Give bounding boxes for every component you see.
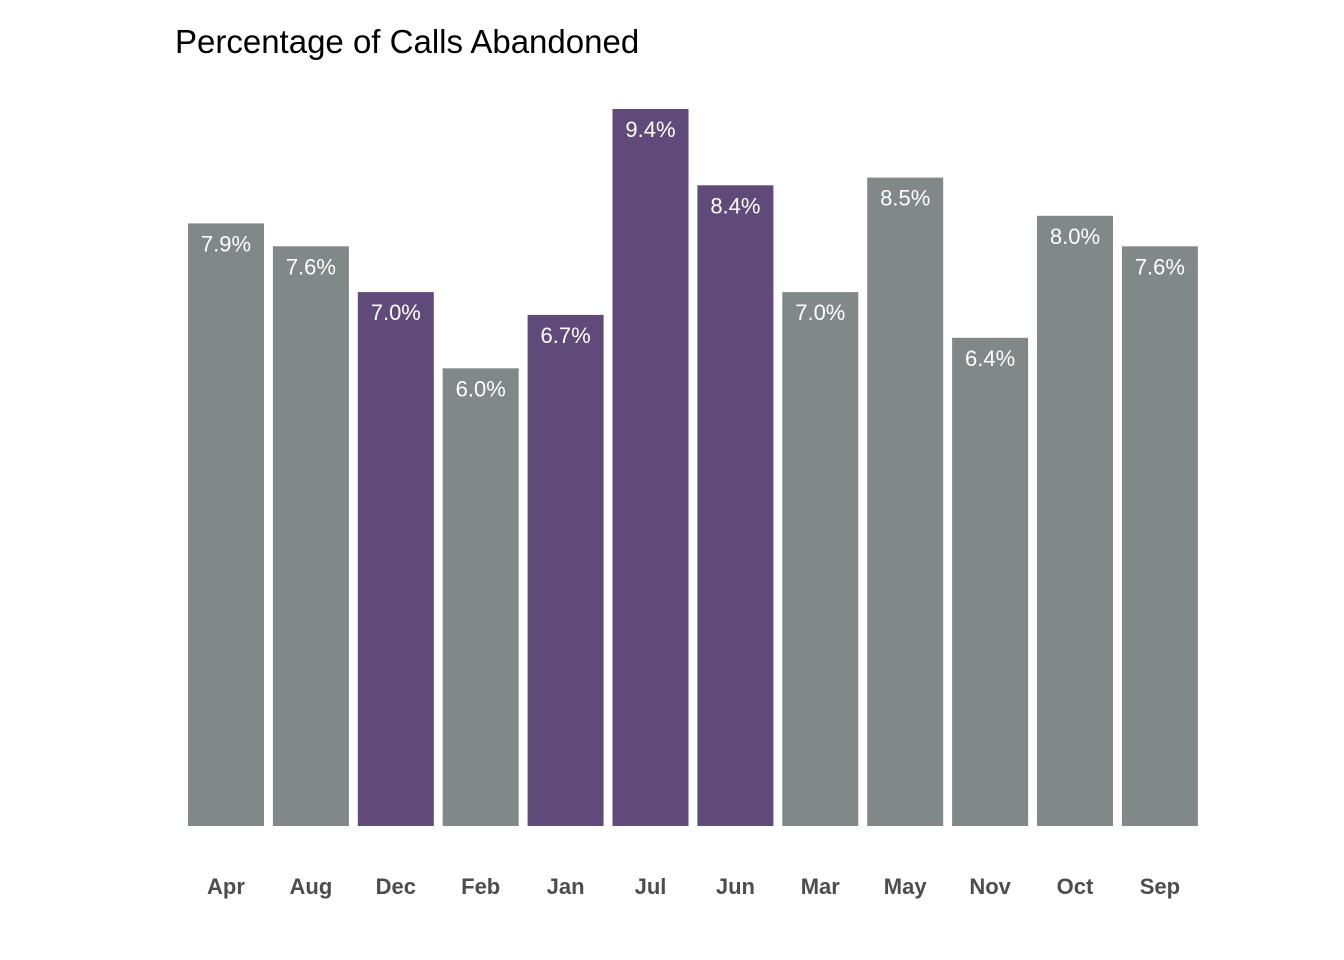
- bar-oct: [1037, 215, 1113, 827]
- x-tick-mar: Mar: [801, 874, 841, 899]
- chart-title: Percentage of Calls Abandoned: [175, 23, 640, 60]
- x-tick-may: May: [884, 874, 928, 899]
- x-tick-jan: Jan: [547, 874, 585, 899]
- bar-apr: [188, 223, 264, 826]
- bar-jul: [612, 109, 689, 826]
- x-tick-sep: Sep: [1140, 874, 1180, 899]
- x-tick-labels-group: Apr Aug Dec Feb Jan Jul Jun Mar May Nov Oct Sep: [207, 874, 1180, 899]
- x-tick-feb: Feb: [461, 874, 500, 899]
- bar-feb: [442, 368, 519, 826]
- data-label-dec: 7.0%: [371, 300, 421, 325]
- data-label-jun: 8.4%: [710, 193, 760, 218]
- data-label-aug: 7.6%: [286, 254, 336, 279]
- x-tick-jun: Jun: [716, 874, 755, 899]
- bar-jan: [527, 314, 604, 826]
- data-label-mar: 7.0%: [795, 300, 845, 325]
- bar-sep: [1121, 246, 1198, 827]
- data-labels-group: 7.9% 7.6% 7.0% 6.0% 6.7% 9.4% 8.4% 7.0% 8.5% 6.4%…: [201, 117, 1185, 401]
- bar-jun: [697, 185, 774, 827]
- data-label-oct: 8.0%: [1050, 224, 1100, 249]
- bar-nov: [952, 337, 1029, 826]
- data-label-jul: 9.4%: [625, 117, 675, 142]
- data-label-may: 8.5%: [880, 186, 930, 211]
- x-tick-dec: Dec: [376, 874, 416, 899]
- bar-dec: [357, 292, 434, 827]
- data-label-apr: 7.9%: [201, 231, 251, 256]
- x-tick-aug: Aug: [290, 874, 333, 899]
- x-tick-jul: Jul: [635, 874, 667, 899]
- bars-group: [188, 109, 1198, 827]
- data-label-sep: 7.6%: [1135, 254, 1185, 279]
- data-label-nov: 6.4%: [965, 346, 1015, 371]
- x-tick-apr: Apr: [207, 874, 245, 899]
- x-tick-oct: Oct: [1057, 874, 1094, 899]
- bar-aug: [272, 246, 349, 827]
- x-tick-nov: Nov: [969, 874, 1011, 899]
- data-label-feb: 6.0%: [456, 376, 506, 401]
- bar-mar: [782, 292, 859, 827]
- data-label-jan: 6.7%: [541, 323, 591, 348]
- bar-may: [867, 177, 944, 827]
